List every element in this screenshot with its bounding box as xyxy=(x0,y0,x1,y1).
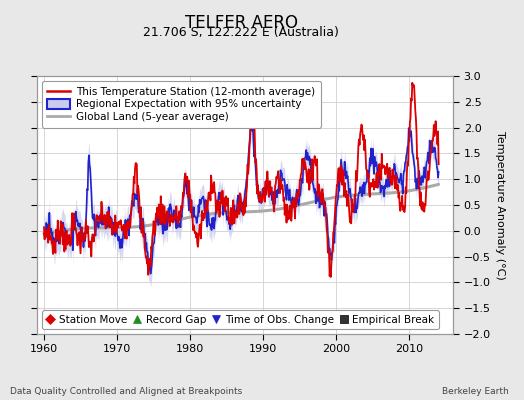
Text: TELFER AERO: TELFER AERO xyxy=(184,14,298,32)
Y-axis label: Temperature Anomaly (°C): Temperature Anomaly (°C) xyxy=(495,131,505,279)
Text: Data Quality Controlled and Aligned at Breakpoints: Data Quality Controlled and Aligned at B… xyxy=(10,387,243,396)
Text: 21.706 S, 122.222 E (Australia): 21.706 S, 122.222 E (Australia) xyxy=(143,26,339,39)
Text: Berkeley Earth: Berkeley Earth xyxy=(442,387,508,396)
Legend: Station Move, Record Gap, Time of Obs. Change, Empirical Break: Station Move, Record Gap, Time of Obs. C… xyxy=(42,310,439,329)
